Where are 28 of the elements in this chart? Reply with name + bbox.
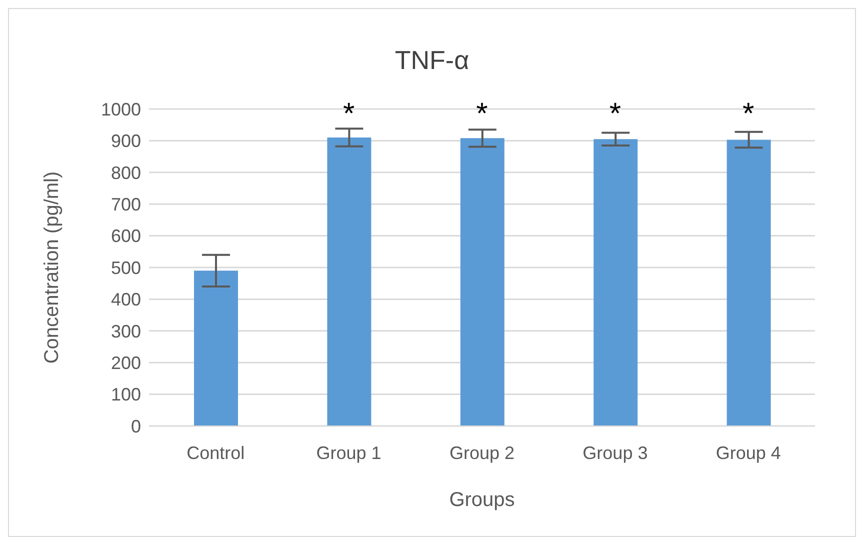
y-tick-label: 600	[110, 226, 141, 246]
y-tick-label: 1000	[100, 99, 141, 120]
x-tick-label: Group 3	[582, 442, 648, 463]
y-tick-label: 400	[110, 290, 141, 310]
y-tick-label: 0	[130, 416, 141, 436]
bar	[460, 138, 504, 426]
chart-title: TNF-α	[394, 45, 470, 76]
y-axis-title: Concentration (pg/ml)	[41, 171, 64, 364]
annotation: *	[742, 98, 755, 131]
x-tick-label: Group 1	[316, 442, 382, 463]
annotation: *	[342, 98, 355, 131]
y-tick-label: 900	[110, 131, 141, 152]
bar	[726, 140, 771, 426]
x-tick-label: Control	[186, 442, 245, 463]
annotation: *	[609, 98, 622, 131]
y-tick-label: 700	[110, 194, 141, 214]
y-tick-label: 500	[110, 258, 141, 278]
x-tick-label: Group 2	[449, 442, 515, 463]
x-tick-label: Group 4	[716, 442, 781, 463]
y-tick-label: 300	[110, 321, 141, 342]
y-tick-label: 800	[110, 162, 141, 183]
x-axis-title: Groups	[449, 489, 515, 511]
annotation: *	[476, 98, 488, 131]
y-tick-label: 200	[110, 352, 141, 373]
bar	[194, 270, 238, 426]
bar	[594, 139, 638, 426]
y-tick-label: 100	[110, 384, 141, 405]
bar	[327, 138, 372, 426]
